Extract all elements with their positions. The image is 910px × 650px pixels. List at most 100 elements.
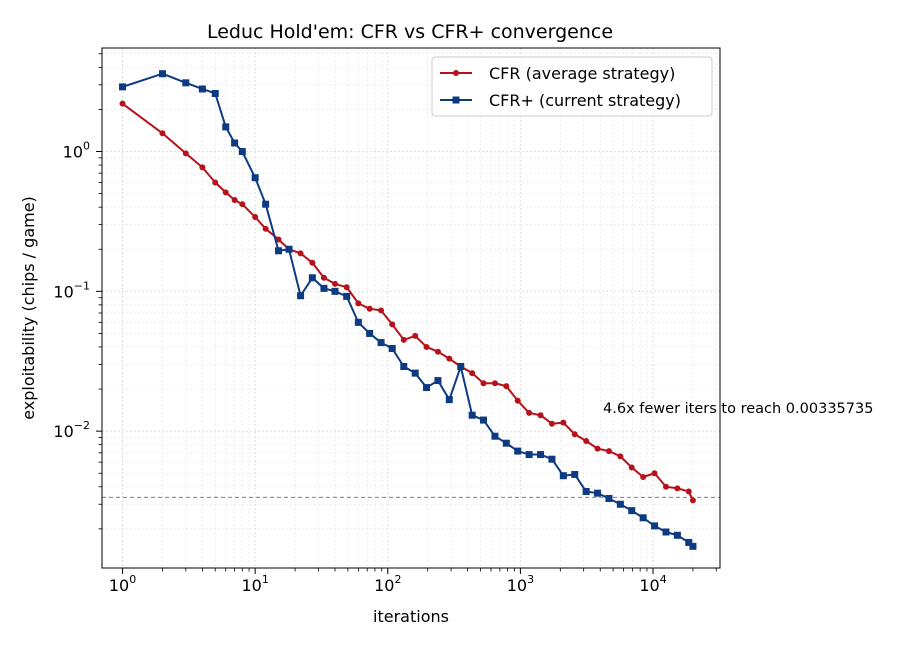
data-point-cfr (434, 348, 441, 355)
y-tick-label: 10−2 (53, 419, 90, 441)
data-point-cfr (560, 419, 567, 426)
data-point-cfr (548, 420, 555, 427)
x-tick-label: 104 (639, 573, 666, 595)
data-point-cfr-plus (388, 345, 396, 353)
data-point-cfr (320, 274, 327, 281)
data-point-cfr-plus (343, 292, 351, 300)
data-point-cfr (309, 259, 316, 266)
data-point-cfr-plus (685, 538, 693, 546)
data-point-cfr-plus (571, 470, 579, 478)
legend-box (431, 56, 713, 117)
data-point-cfr (617, 453, 624, 460)
data-point-cfr-plus (502, 439, 510, 447)
data-point-cfr (222, 189, 229, 196)
data-point-cfr-plus (238, 148, 246, 156)
data-point-cfr (583, 438, 590, 445)
x-tick-label-base: 10 (507, 576, 527, 595)
legend-label: CFR (average strategy) (489, 64, 675, 83)
data-point-cfr (332, 280, 339, 287)
data-point-cfr-plus (548, 455, 556, 463)
data-point-cfr (571, 431, 578, 438)
data-point-cfr (182, 150, 189, 157)
data-point-cfr-plus (594, 489, 602, 497)
data-point-cfr (526, 409, 533, 416)
data-point-cfr-plus (366, 329, 374, 337)
x-tick-label-exponent: 3 (527, 573, 534, 586)
data-point-cfr-plus (411, 369, 419, 377)
data-point-cfr-plus (198, 85, 206, 93)
data-point-cfr-plus (222, 123, 230, 131)
data-point-cfr (262, 225, 269, 232)
data-point-cfr-plus (262, 200, 270, 208)
legend-marker-square (452, 96, 460, 104)
data-point-cfr (514, 397, 521, 404)
y-tick-label-exponent: −2 (74, 419, 90, 432)
data-point-cfr (605, 448, 612, 455)
legend: CFR (average strategy) CFR+ (current stra… (431, 56, 713, 117)
data-point-cfr (423, 343, 430, 350)
x-tick-label-base: 10 (639, 576, 659, 595)
data-point-cfr-plus (468, 411, 476, 419)
x-tick-label: 103 (507, 573, 534, 595)
data-point-cfr-plus (119, 83, 127, 91)
data-point-cfr-plus (251, 174, 259, 182)
data-point-cfr-plus (673, 531, 681, 539)
data-point-cfr-plus (400, 362, 408, 370)
data-point-cfr-plus (537, 451, 545, 459)
data-point-cfr (469, 370, 476, 377)
data-point-cfr-plus (582, 488, 590, 496)
legend-label: CFR+ (current strategy) (489, 91, 681, 110)
data-point-cfr-plus (628, 507, 636, 515)
data-point-cfr-plus (182, 79, 190, 87)
data-point-cfr-plus (445, 396, 453, 404)
data-point-cfr-plus (231, 139, 239, 147)
data-point-cfr-plus (479, 416, 487, 424)
data-point-cfr (159, 130, 166, 137)
data-point-cfr (412, 332, 419, 339)
data-point-cfr-plus (211, 89, 219, 97)
data-point-cfr (212, 179, 219, 186)
data-point-cfr-plus (639, 514, 647, 522)
data-point-cfr-plus (297, 292, 305, 300)
x-tick-label: 100 (109, 573, 136, 595)
x-tick-label-base: 10 (374, 576, 394, 595)
data-point-cfr-plus (689, 542, 697, 550)
data-point-cfr (662, 483, 669, 490)
data-point-cfr-plus (423, 384, 431, 392)
grid (102, 48, 720, 568)
x-tick-label: 101 (241, 573, 268, 595)
x-tick-label-exponent: 0 (129, 573, 136, 586)
y-tick-label-base: 10 (53, 282, 73, 301)
x-tick-label-exponent: 2 (394, 573, 401, 586)
data-point-cfr (252, 214, 259, 221)
data-point-cfr-plus (158, 70, 166, 78)
data-point-cfr-plus (662, 528, 670, 536)
data-point-cfr-plus (434, 377, 442, 385)
data-point-cfr-plus (559, 472, 567, 480)
data-point-cfr (446, 355, 453, 362)
data-point-cfr (651, 470, 658, 477)
data-point-cfr (491, 380, 498, 387)
data-point-cfr-plus (616, 500, 624, 508)
chart-title: Leduc Hold'em: CFR vs CFR+ convergence (207, 21, 613, 43)
data-point-cfr (366, 305, 373, 312)
data-point-cfr (297, 250, 304, 257)
data-point-cfr-plus (354, 318, 362, 326)
x-tick-label-exponent: 1 (262, 573, 269, 586)
data-point-cfr (640, 473, 647, 480)
data-point-cfr (480, 380, 487, 387)
annotation-text: 4.6x fewer iters to reach 0.00335735 (603, 401, 873, 417)
data-point-cfr (628, 464, 635, 471)
data-point-cfr (537, 412, 544, 419)
data-point-cfr-plus (457, 362, 465, 370)
data-point-cfr (689, 497, 696, 504)
data-point-cfr (275, 236, 282, 243)
data-point-cfr (239, 201, 246, 208)
data-point-cfr-plus (605, 494, 613, 502)
y-tick-label-exponent: 0 (83, 140, 90, 153)
legend-marker-circle (453, 70, 459, 76)
data-point-cfr-plus (285, 245, 293, 253)
x-tick-label-exponent: 4 (660, 573, 667, 586)
data-point-cfr (119, 100, 126, 107)
